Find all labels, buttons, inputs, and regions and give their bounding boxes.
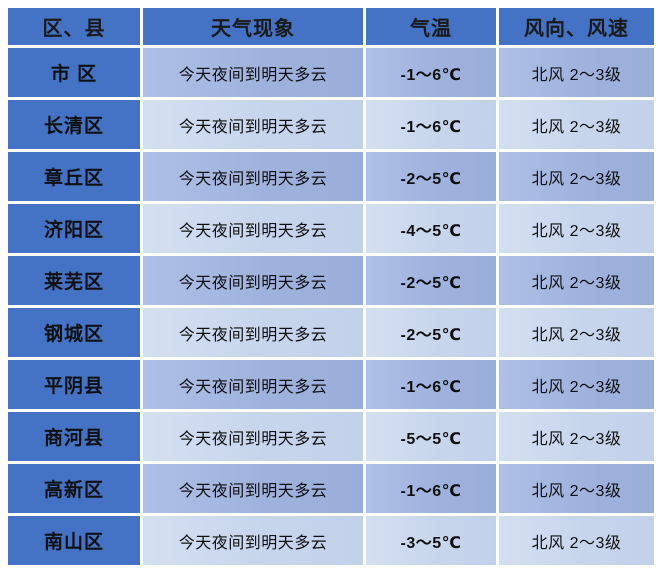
cell-weather: 今天夜间到明天多云 bbox=[143, 516, 363, 565]
cell-temperature: -2～5℃ bbox=[366, 256, 496, 305]
table-row: 莱芜区 今天夜间到明天多云 -2～5℃ 北风 2～3级 bbox=[8, 256, 654, 305]
column-header-wind: 风向、风速 bbox=[499, 8, 654, 45]
cell-district: 平阴县 bbox=[8, 360, 140, 409]
cell-weather: 今天夜间到明天多云 bbox=[143, 308, 363, 357]
cell-temperature: -1～6℃ bbox=[366, 100, 496, 149]
cell-district: 长清区 bbox=[8, 100, 140, 149]
cell-weather: 今天夜间到明天多云 bbox=[143, 256, 363, 305]
cell-district: 高新区 bbox=[8, 464, 140, 513]
cell-temperature: -1～6℃ bbox=[366, 464, 496, 513]
cell-wind: 北风 2～3级 bbox=[499, 152, 654, 201]
cell-district: 南山区 bbox=[8, 516, 140, 565]
cell-weather: 今天夜间到明天多云 bbox=[143, 412, 363, 461]
cell-weather: 今天夜间到明天多云 bbox=[143, 152, 363, 201]
cell-wind: 北风 2～3级 bbox=[499, 412, 654, 461]
table-row: 市 区 今天夜间到明天多云 -1～6℃ 北风 2～3级 bbox=[8, 48, 654, 97]
cell-district: 济阳区 bbox=[8, 204, 140, 253]
cell-wind: 北风 2～3级 bbox=[499, 464, 654, 513]
table-row: 钢城区 今天夜间到明天多云 -2～5℃ 北风 2～3级 bbox=[8, 308, 654, 357]
cell-wind: 北风 2～3级 bbox=[499, 48, 654, 97]
cell-temperature: -1～6℃ bbox=[366, 360, 496, 409]
table-body: 市 区 今天夜间到明天多云 -1～6℃ 北风 2～3级 长清区 今天夜间到明天多… bbox=[8, 48, 654, 565]
cell-wind: 北风 2～3级 bbox=[499, 308, 654, 357]
table-row: 商河县 今天夜间到明天多云 -5～5℃ 北风 2～3级 bbox=[8, 412, 654, 461]
column-header-district: 区、县 bbox=[8, 8, 140, 45]
cell-wind: 北风 2～3级 bbox=[499, 100, 654, 149]
cell-wind: 北风 2～3级 bbox=[499, 360, 654, 409]
table-row: 章丘区 今天夜间到明天多云 -2～5℃ 北风 2～3级 bbox=[8, 152, 654, 201]
column-header-weather: 天气现象 bbox=[143, 8, 363, 45]
cell-weather: 今天夜间到明天多云 bbox=[143, 464, 363, 513]
table-row: 济阳区 今天夜间到明天多云 -4～5℃ 北风 2～3级 bbox=[8, 204, 654, 253]
column-header-temperature: 气温 bbox=[366, 8, 496, 45]
cell-temperature: -5～5℃ bbox=[366, 412, 496, 461]
cell-district: 章丘区 bbox=[8, 152, 140, 201]
cell-weather: 今天夜间到明天多云 bbox=[143, 360, 363, 409]
cell-temperature: -1～6℃ bbox=[366, 48, 496, 97]
cell-district: 商河县 bbox=[8, 412, 140, 461]
cell-weather: 今天夜间到明天多云 bbox=[143, 48, 363, 97]
table-header-row: 区、县 天气现象 气温 风向、风速 bbox=[8, 8, 654, 45]
cell-temperature: -3～5℃ bbox=[366, 516, 496, 565]
table-row: 平阴县 今天夜间到明天多云 -1～6℃ 北风 2～3级 bbox=[8, 360, 654, 409]
weather-forecast-table: 区、县 天气现象 气温 风向、风速 市 区 今天夜间到明天多云 -1～6℃ 北风… bbox=[5, 5, 657, 568]
table-row: 高新区 今天夜间到明天多云 -1～6℃ 北风 2～3级 bbox=[8, 464, 654, 513]
cell-wind: 北风 2～3级 bbox=[499, 256, 654, 305]
table-row: 南山区 今天夜间到明天多云 -3～5℃ 北风 2～3级 bbox=[8, 516, 654, 565]
cell-district: 钢城区 bbox=[8, 308, 140, 357]
cell-weather: 今天夜间到明天多云 bbox=[143, 204, 363, 253]
cell-temperature: -2～5℃ bbox=[366, 308, 496, 357]
cell-wind: 北风 2～3级 bbox=[499, 204, 654, 253]
table-header: 区、县 天气现象 气温 风向、风速 bbox=[8, 8, 654, 45]
cell-temperature: -4～5℃ bbox=[366, 204, 496, 253]
cell-weather: 今天夜间到明天多云 bbox=[143, 100, 363, 149]
cell-district: 莱芜区 bbox=[8, 256, 140, 305]
cell-temperature: -2～5℃ bbox=[366, 152, 496, 201]
cell-wind: 北风 2～3级 bbox=[499, 516, 654, 565]
table-row: 长清区 今天夜间到明天多云 -1～6℃ 北风 2～3级 bbox=[8, 100, 654, 149]
cell-district: 市 区 bbox=[8, 48, 140, 97]
